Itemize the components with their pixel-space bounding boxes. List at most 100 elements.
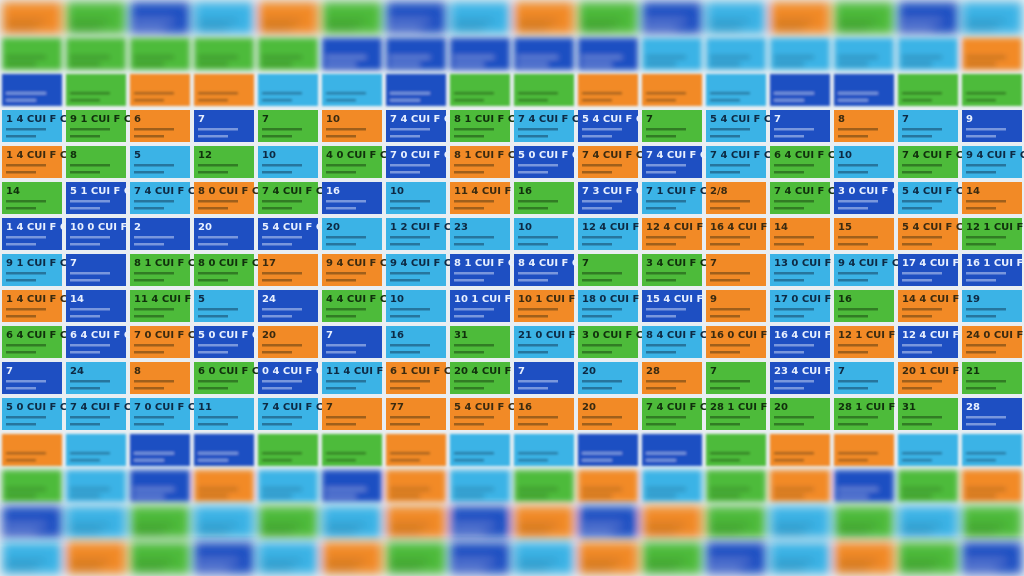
cell-detail [6, 236, 46, 239]
cell-detail [134, 200, 174, 203]
cell-detail [710, 272, 750, 275]
cell-detail [774, 27, 804, 30]
cell-detail [326, 344, 366, 347]
cell-label: 1 2 CUI F C [390, 222, 451, 233]
cell-detail [70, 416, 110, 419]
cell-detail [774, 315, 804, 318]
cell-detail [582, 452, 622, 455]
cell-label: 24 [70, 366, 84, 377]
cell-detail [902, 308, 942, 311]
cell-detail [710, 200, 750, 203]
cell-detail [6, 423, 36, 426]
cell-detail [134, 308, 174, 311]
cell [514, 398, 574, 430]
cell-label: 16 [390, 330, 404, 341]
cell-detail [582, 495, 612, 498]
cell-detail [518, 272, 558, 275]
cell-detail [582, 92, 622, 95]
cell-label: 18 0 CUI F C [582, 294, 650, 305]
cell-detail [582, 20, 622, 23]
cell [898, 290, 958, 322]
cell-label: 15 4 CUI F C [646, 294, 714, 305]
cell-detail [262, 272, 302, 275]
cell-detail [326, 495, 356, 498]
cell-detail [70, 171, 100, 174]
cell-detail [262, 135, 292, 138]
cell [450, 182, 510, 214]
cell-detail [134, 236, 174, 239]
cell [2, 326, 62, 358]
cell-detail [710, 63, 740, 66]
cell-detail [774, 164, 814, 167]
cell-detail [646, 135, 676, 138]
cell-detail [966, 27, 996, 30]
cell-label: 16 [518, 186, 532, 197]
cell [706, 254, 766, 286]
cell-detail [326, 99, 356, 102]
cell-label: 7 [646, 114, 653, 125]
cell-label: 7 [710, 366, 717, 377]
cell-detail [70, 27, 100, 30]
cell-label: 7 0 CUI F C [134, 330, 195, 341]
cell [642, 326, 702, 358]
cell-detail [6, 164, 46, 167]
cell-detail [646, 351, 676, 354]
cell-detail [646, 279, 676, 282]
cell-detail [902, 560, 942, 563]
cell-row [2, 542, 1022, 574]
cell [770, 110, 830, 142]
cell-detail [6, 207, 36, 210]
cell [258, 254, 318, 286]
cell-detail [902, 344, 942, 347]
cell-detail [454, 56, 494, 59]
cell-label: 8 1 CUI F C [454, 258, 515, 269]
cell-detail [582, 531, 612, 534]
cell [2, 182, 62, 214]
cell-detail [390, 423, 420, 426]
cell-label: 7 [710, 258, 717, 269]
cell [898, 146, 958, 178]
cell [130, 182, 190, 214]
cell-detail [134, 387, 164, 390]
cell-detail [198, 567, 228, 570]
cell-detail [454, 243, 484, 246]
cell-label: 1 4 CUI F C [6, 114, 67, 125]
cell-detail [582, 164, 622, 167]
cell-detail [390, 56, 430, 59]
cell-detail [774, 488, 814, 491]
cell-detail [390, 99, 420, 102]
cell-detail [518, 387, 548, 390]
cell-detail [326, 63, 356, 66]
cell-detail [262, 495, 292, 498]
cell-detail [518, 351, 548, 354]
cell-detail [70, 243, 100, 246]
cell-detail [582, 200, 622, 203]
cell-label: 8 1 CUI F C [134, 258, 195, 269]
cell [578, 146, 638, 178]
cell-detail [710, 279, 740, 282]
cell [194, 290, 254, 322]
cell-label: 8 1 CUI F C [454, 114, 515, 125]
cell-detail [390, 488, 430, 491]
cell-detail [198, 128, 238, 131]
cell-label: 16 [518, 402, 532, 413]
cell-detail [70, 531, 100, 534]
cell [642, 398, 702, 430]
cell-detail [70, 423, 100, 426]
cell-detail [6, 63, 36, 66]
cell-detail [390, 344, 430, 347]
cell-detail [262, 567, 292, 570]
cell-detail [134, 279, 164, 282]
cell-detail [582, 416, 622, 419]
cell-detail [6, 20, 46, 23]
cell-label: 14 [966, 186, 980, 197]
cell [962, 182, 1022, 214]
cell-detail [710, 92, 750, 95]
cell-detail [198, 243, 228, 246]
cell [770, 182, 830, 214]
cell-label: 5 4 CUI F C [710, 114, 771, 125]
cell-detail [198, 423, 228, 426]
cell [322, 182, 382, 214]
